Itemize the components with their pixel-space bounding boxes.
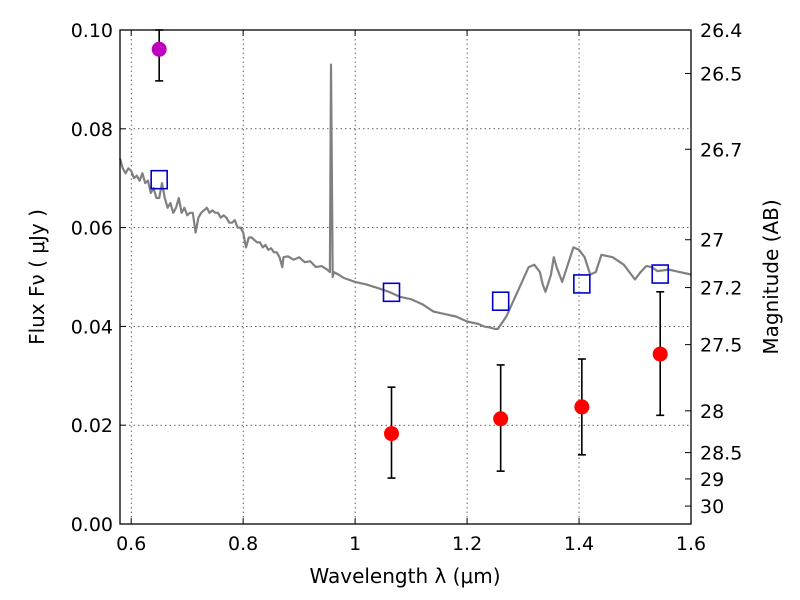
x-tick-label-1: 0.8: [228, 533, 258, 555]
y-axis-title: Flux Fν ( μJy ): [25, 209, 49, 345]
observed-photometry-point-2: [574, 399, 590, 415]
grid-lines: [120, 29, 692, 525]
y-tick-label-0: 0.00: [71, 514, 113, 536]
right-axis-title: Magnitude (AB): [759, 199, 783, 354]
right-tick-label-3: 27: [700, 230, 724, 252]
y-tick-label-2: 0.04: [71, 316, 113, 338]
x-tick-label-2: 1: [349, 533, 361, 555]
observed-photometry-point-0: [384, 426, 400, 442]
right-tick-label-6: 28: [700, 401, 724, 423]
model-photometry-square-3: [573, 274, 591, 294]
right-tick-label-5: 27.5: [700, 335, 742, 357]
right-tick-label-0: 26.4: [700, 20, 742, 42]
plot-area: [118, 29, 692, 479]
right-tick-label-4: 27.2: [700, 278, 742, 300]
plot-frame: [119, 29, 692, 525]
y-tick-label-5: 0.10: [71, 20, 113, 42]
x-tick-label-0: 0.6: [116, 533, 146, 555]
right-tick-label-7: 28.5: [700, 443, 742, 465]
optical-point-point-0: [151, 41, 167, 57]
model-spectrum-line: [118, 63, 692, 330]
axis-ticks: 0.6 0.8 1 1.2 1.4 1.6 0.00 0.02 0.04 0.06 0.08 0.10…: [71, 20, 743, 555]
right-tick-label-2: 26.7: [700, 139, 742, 161]
x-tick-label-5: 1.6: [676, 533, 706, 555]
model-photometry-square-4: [651, 264, 670, 284]
y-tick-label-1: 0.02: [71, 415, 113, 437]
model-photometry-square-1: [382, 282, 401, 303]
right-tick-label-9: 30: [700, 496, 724, 518]
x-axis-title: Wavelength λ (μm): [309, 564, 500, 588]
right-tick-label-8: 29: [700, 469, 724, 491]
observed-photometry-point-1: [493, 411, 509, 427]
right-tick-label-1: 26.5: [700, 63, 742, 85]
x-tick-label-3: 1.2: [452, 533, 482, 555]
y-tick-label-4: 0.08: [71, 119, 113, 141]
model-photometry-square-2: [491, 291, 510, 312]
y-tick-label-3: 0.06: [71, 218, 113, 240]
observed-photometry-point-3: [652, 346, 668, 362]
model-photometry-square-0: [150, 169, 168, 190]
x-tick-label-4: 1.4: [564, 533, 594, 555]
